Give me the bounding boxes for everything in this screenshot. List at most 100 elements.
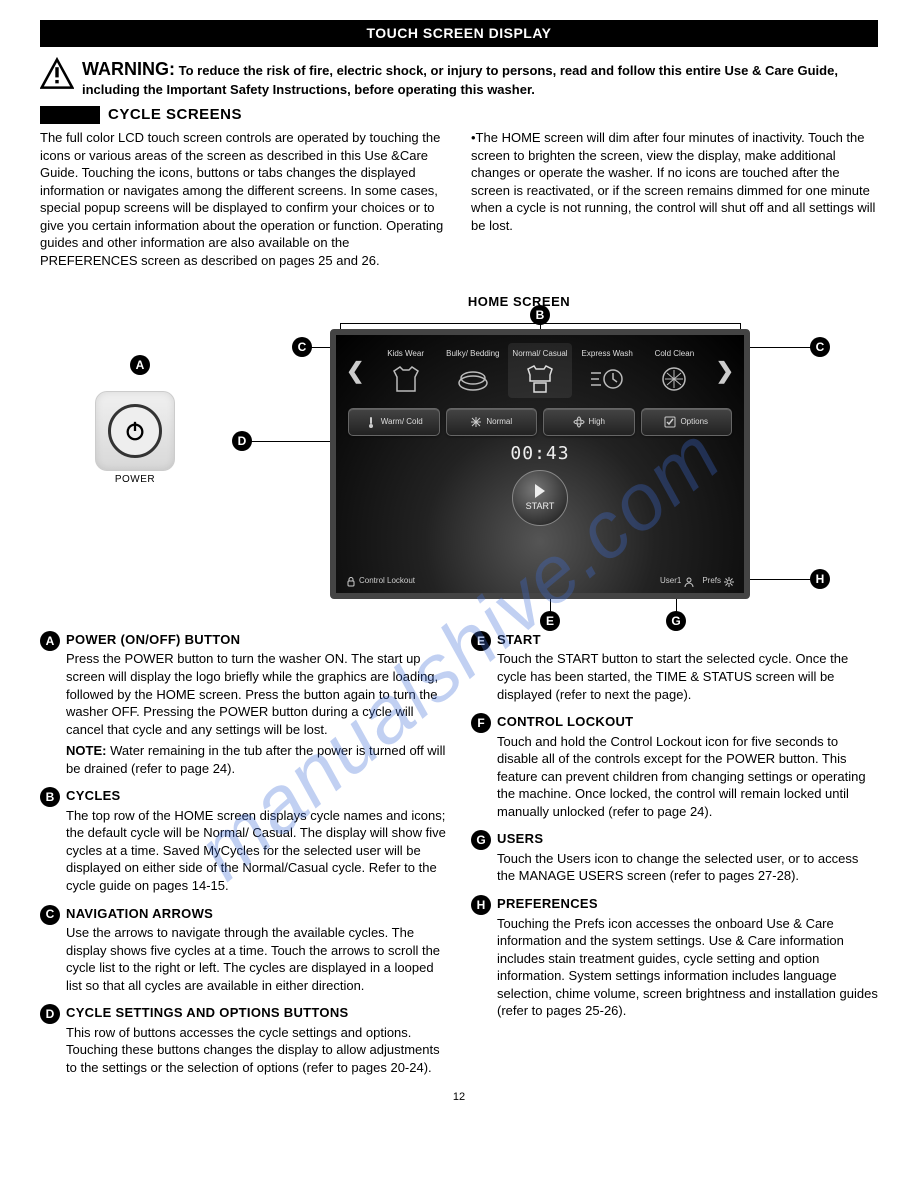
- lockout-label: Control Lockout: [359, 576, 415, 587]
- callout-g: G: [666, 611, 686, 631]
- soil-button[interactable]: Normal: [446, 408, 538, 436]
- intro-right: •The HOME screen will dim after four min…: [471, 129, 878, 269]
- home-screen[interactable]: ❮ Kids Wear Bulky/ Bedding Normal/ Casua…: [330, 329, 750, 599]
- opt-label: Options: [680, 417, 708, 428]
- temp-button[interactable]: Warm/ Cold: [348, 408, 440, 436]
- cycle-normal-casual[interactable]: Normal/ Casual: [508, 343, 572, 398]
- title-bar: TOUCH SCREEN DISPLAY: [40, 20, 878, 47]
- desc-text: Touching the Prefs icon accesses the onb…: [497, 915, 878, 1020]
- desc-letter: D: [40, 1004, 60, 1024]
- control-lockout[interactable]: Control Lockout: [346, 576, 415, 587]
- desc-letter: E: [471, 631, 491, 651]
- warning-text: WARNING: To reduce the risk of fire, ele…: [82, 57, 878, 99]
- desc-letter: B: [40, 787, 60, 807]
- desc-title: CONTROL LOCKOUT: [497, 713, 878, 731]
- desc-item: G USERSTouch the Users icon to change the…: [471, 830, 878, 885]
- options-button[interactable]: Options: [641, 408, 733, 436]
- section-title: CYCLE SCREENS: [108, 105, 242, 125]
- thermometer-icon: [365, 416, 377, 428]
- desc-text: Use the arrows to navigate through the a…: [66, 924, 447, 994]
- heading-marker: [40, 106, 100, 124]
- desc-body: USERSTouch the Users icon to change the …: [497, 830, 878, 885]
- desc-note: NOTE: Water remaining in the tub after t…: [66, 742, 447, 777]
- callout-c-right: C: [810, 337, 830, 357]
- bottom-bar: Control Lockout User1 Prefs: [336, 576, 744, 587]
- desc-item: E STARTTouch the START button to start th…: [471, 631, 878, 703]
- bedding-icon: [455, 365, 491, 393]
- opt-label: Warm/ Cold: [381, 417, 423, 428]
- desc-item: D CYCLE SETTINGS AND OPTIONS BUTTONS This …: [40, 1004, 447, 1076]
- cycle-kids-wear[interactable]: Kids Wear: [374, 345, 438, 396]
- cycle-timer: 00:43: [336, 442, 744, 466]
- nav-left-icon[interactable]: ❮: [340, 356, 370, 386]
- home-screen-label: HOME SCREEN: [160, 293, 878, 311]
- desc-title: CYCLES: [66, 787, 447, 805]
- desc-letter: C: [40, 905, 60, 925]
- desc-col-right: E STARTTouch the START button to start th…: [471, 631, 878, 1087]
- spin-icon: [573, 416, 585, 428]
- warning-icon: [40, 57, 74, 91]
- desc-body: CYCLE SETTINGS AND OPTIONS BUTTONS This r…: [66, 1004, 447, 1076]
- lock-icon: [346, 577, 356, 587]
- user-icon: [684, 577, 694, 587]
- desc-title: CYCLE SETTINGS AND OPTIONS BUTTONS: [66, 1004, 447, 1022]
- desc-letter: H: [471, 895, 491, 915]
- desc-letter: A: [40, 631, 60, 651]
- intro-left: The full color LCD touch screen controls…: [40, 129, 447, 269]
- desc-body: CYCLESThe top row of the HOME screen dis…: [66, 787, 447, 894]
- cycle-row: ❮ Kids Wear Bulky/ Bedding Normal/ Casua…: [336, 335, 744, 398]
- desc-letter: F: [471, 713, 491, 733]
- desc-col-left: A POWER (ON/OFF) BUTTONPress the POWER bu…: [40, 631, 447, 1087]
- desc-item: H PREFERENCES Touching the Prefs icon acce…: [471, 895, 878, 1020]
- callout-e: E: [540, 611, 560, 631]
- desc-item: A POWER (ON/OFF) BUTTONPress the POWER bu…: [40, 631, 447, 777]
- desc-item: C NAVIGATION ARROWSUse the arrows to navi…: [40, 905, 447, 995]
- page-number: 12: [40, 1090, 878, 1105]
- user-button[interactable]: User1: [660, 576, 694, 587]
- warning-row: WARNING: To reduce the risk of fire, ele…: [40, 57, 878, 99]
- desc-text: This row of buttons accesses the cycle s…: [66, 1024, 447, 1077]
- nav-right-icon[interactable]: ❯: [710, 356, 740, 386]
- callout-d: D: [232, 431, 252, 451]
- desc-text: Touch the START button to start the sele…: [497, 650, 878, 703]
- shirt-icon: [388, 365, 424, 393]
- power-button-block: POWER: [90, 391, 180, 487]
- diagram: HOME SCREEN A B C C D E F G H: [40, 293, 878, 621]
- descriptions: A POWER (ON/OFF) BUTTONPress the POWER bu…: [40, 631, 878, 1087]
- cold-icon: [656, 365, 692, 393]
- power-icon: [124, 420, 146, 442]
- desc-text: Touch the Users icon to change the selec…: [497, 850, 878, 885]
- desc-body: NAVIGATION ARROWSUse the arrows to navig…: [66, 905, 447, 995]
- cycle-label: Express Wash: [575, 345, 639, 363]
- opt-label: High: [589, 417, 605, 428]
- play-icon: [535, 484, 545, 498]
- start-button[interactable]: START: [512, 470, 568, 526]
- desc-text: Press the POWER button to turn the washe…: [66, 650, 447, 738]
- desc-text: Touch and hold the Control Lockout icon …: [497, 733, 878, 821]
- section-heading: CYCLE SCREENS: [40, 105, 878, 125]
- cycle-label: Bulky/ Bedding: [441, 345, 505, 363]
- warning-label: WARNING:: [82, 59, 175, 79]
- prefs-label: Prefs: [702, 576, 721, 587]
- prefs-button[interactable]: Prefs: [702, 576, 734, 587]
- desc-item: F CONTROL LOCKOUT Touch and hold the Contr…: [471, 713, 878, 820]
- desc-title: PREFERENCES: [497, 895, 878, 913]
- cycle-bulky-bedding[interactable]: Bulky/ Bedding: [441, 345, 505, 396]
- power-button[interactable]: [95, 391, 175, 471]
- opt-label: Normal: [486, 417, 512, 428]
- desc-letter: G: [471, 830, 491, 850]
- cycle-label: Normal/ Casual: [508, 345, 572, 363]
- spin-button[interactable]: High: [543, 408, 635, 436]
- cycle-label: Kids Wear: [374, 345, 438, 363]
- desc-title: START: [497, 631, 878, 649]
- callout-h: H: [810, 569, 830, 589]
- cycle-cold-clean[interactable]: Cold Clean: [642, 345, 706, 396]
- express-icon: [589, 365, 625, 393]
- power-label: POWER: [90, 473, 180, 487]
- desc-body: POWER (ON/OFF) BUTTONPress the POWER but…: [66, 631, 447, 777]
- snowflake-icon: [470, 416, 482, 428]
- callout-a: A: [130, 355, 150, 375]
- user-label: User1: [660, 576, 681, 587]
- gear-icon: [724, 577, 734, 587]
- cycle-express-wash[interactable]: Express Wash: [575, 345, 639, 396]
